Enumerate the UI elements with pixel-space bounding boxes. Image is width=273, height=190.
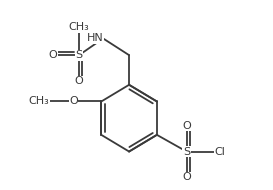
Text: CH₃: CH₃ — [69, 22, 90, 32]
Text: HN: HN — [86, 33, 103, 44]
Text: CH₃: CH₃ — [29, 97, 49, 106]
Text: S: S — [183, 146, 190, 157]
Text: O: O — [182, 173, 191, 182]
Text: O: O — [182, 121, 191, 131]
Text: O: O — [75, 76, 84, 86]
Text: S: S — [75, 50, 83, 60]
Text: O: O — [69, 97, 78, 106]
Text: Cl: Cl — [214, 146, 225, 157]
Text: O: O — [49, 50, 57, 60]
